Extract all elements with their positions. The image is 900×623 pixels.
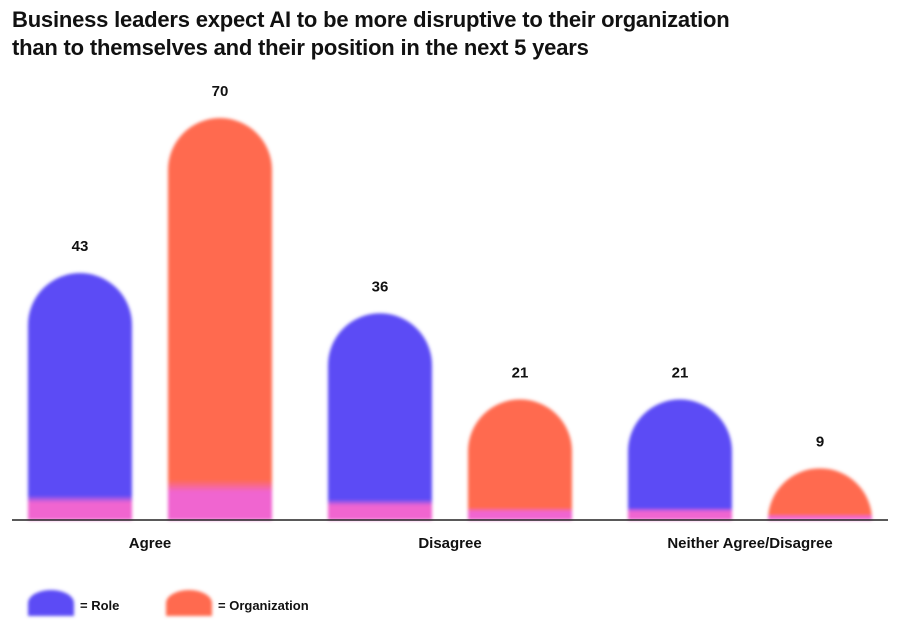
- legend-label-organization: = Organization: [218, 598, 309, 613]
- chart-title-line-1: Business leaders expect AI to be more di…: [12, 7, 730, 32]
- legend-swatch-role: [28, 590, 74, 616]
- bar-role-neither-agree-disagree: [628, 399, 732, 520]
- category-label-disagree: Disagree: [418, 535, 481, 552]
- category-label-neither-agree-disagree: Neither Agree/Disagree: [667, 535, 832, 552]
- bar-organization-neither-agree-disagree: [768, 468, 872, 520]
- value-label-organization-agree: 70: [212, 83, 229, 100]
- legend-label-role: = Role: [80, 598, 119, 613]
- value-label-role-neither-agree-disagree: 21: [672, 364, 689, 381]
- category-label-agree: Agree: [129, 535, 172, 552]
- chart-title: Business leaders expect AI to be more di…: [12, 6, 872, 62]
- legend-swatch-organization: [166, 590, 212, 616]
- bar-organization-agree: [168, 118, 272, 520]
- value-label-organization-disagree: 21: [512, 364, 529, 381]
- value-label-organization-neither-agree-disagree: 9: [816, 433, 824, 450]
- value-label-role-disagree: 36: [372, 278, 389, 295]
- bar-role-agree: [28, 273, 132, 520]
- bar-role-disagree: [328, 313, 432, 520]
- bar-organization-disagree: [468, 399, 572, 520]
- value-label-role-agree: 43: [72, 238, 89, 255]
- chart-title-line-2: than to themselves and their position in…: [12, 35, 589, 60]
